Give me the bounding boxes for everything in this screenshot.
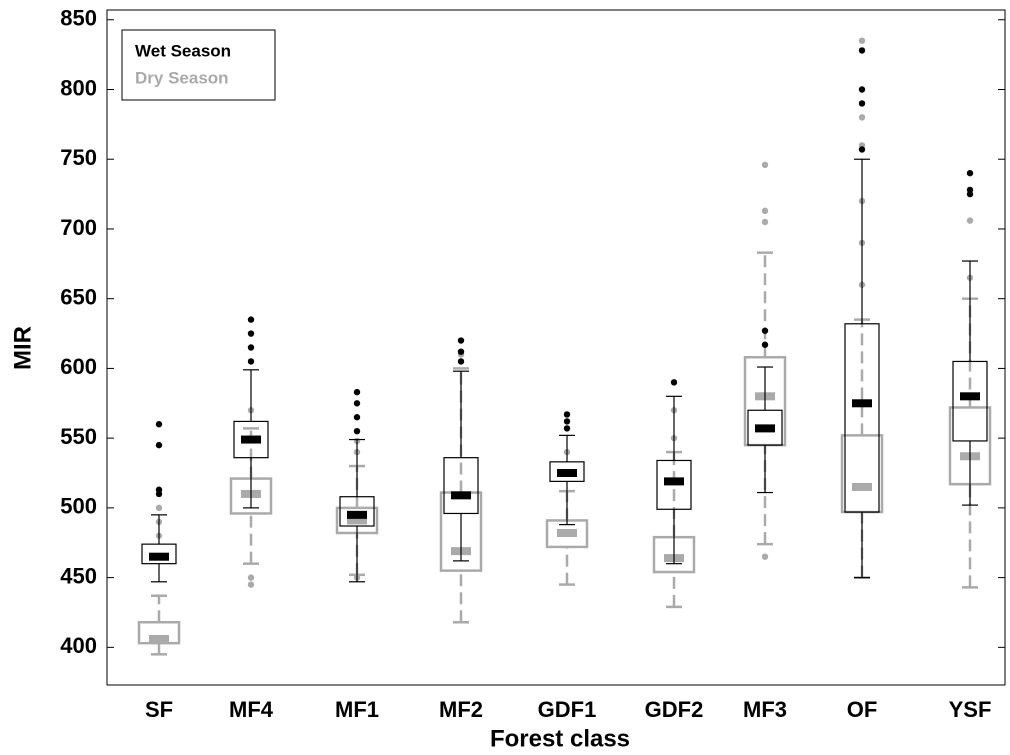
x-tick-label: MF2 [439, 697, 483, 722]
outlier [858, 146, 866, 153]
outlier [457, 337, 465, 344]
y-tick-label: 600 [60, 354, 97, 379]
x-tick-label: SF [145, 697, 173, 722]
outlier [563, 418, 571, 425]
outlier [966, 169, 974, 177]
outlier [247, 316, 255, 323]
x-tick-label: GDF1 [538, 697, 597, 722]
box [656, 459, 692, 510]
outlier [457, 358, 465, 365]
plot-frame [106, 9, 1006, 686]
outlier [670, 379, 678, 386]
outlier [155, 421, 163, 428]
box [443, 457, 479, 515]
x-tick-label: YSF [949, 697, 992, 722]
y-tick-label: 750 [60, 145, 97, 170]
box [844, 323, 880, 513]
median [347, 510, 367, 519]
median [557, 469, 577, 478]
outlier [247, 358, 255, 365]
median [852, 482, 872, 491]
legend-label: Dry Season [135, 68, 229, 87]
outlier [247, 330, 255, 337]
box [141, 543, 177, 565]
outlier [761, 553, 769, 560]
outlier [155, 486, 163, 493]
outlier [247, 344, 255, 351]
outlier [247, 574, 255, 581]
outlier [457, 348, 465, 355]
x-tick-label: MF1 [335, 697, 379, 722]
y-tick-label: 450 [60, 563, 97, 588]
outlier [353, 414, 361, 421]
box [952, 360, 988, 442]
outlier [761, 327, 769, 334]
x-tick-label: OF [847, 697, 878, 722]
median [664, 477, 684, 486]
outlier [966, 186, 974, 194]
legend-box [121, 29, 276, 101]
box [549, 461, 585, 482]
outlier [858, 47, 866, 54]
median [149, 634, 169, 643]
outlier [353, 427, 361, 435]
box [840, 434, 884, 514]
x-tick-label: MF3 [743, 697, 787, 722]
outlier [761, 341, 769, 348]
box [339, 496, 375, 527]
median [557, 528, 577, 537]
legend-label: Wet Season [135, 41, 231, 60]
outlier [858, 114, 866, 121]
outlier [761, 161, 769, 169]
y-tick-label: 650 [60, 285, 97, 310]
outlier [563, 411, 571, 418]
outlier [858, 37, 866, 44]
y-tick-label: 800 [60, 75, 97, 100]
box [747, 409, 783, 446]
outlier [858, 86, 866, 93]
x-tick-label: MF4 [229, 697, 274, 722]
y-tick-label: 700 [60, 215, 97, 240]
y-tick-label: 500 [60, 494, 97, 519]
outlier [353, 400, 361, 407]
median [347, 516, 367, 525]
outlier [353, 388, 361, 396]
y-axis-label: MIR [9, 326, 36, 370]
outlier [563, 425, 571, 432]
outlier [966, 217, 974, 224]
box [233, 420, 269, 459]
median [960, 392, 980, 401]
outlier [858, 100, 866, 107]
median [755, 424, 775, 433]
median [852, 399, 872, 408]
median [451, 491, 471, 500]
outlier [761, 218, 769, 226]
outlier [155, 504, 163, 512]
box [137, 620, 181, 645]
median [241, 435, 261, 444]
outlier [247, 581, 255, 588]
y-tick-label: 850 [60, 6, 97, 31]
x-tick-label: GDF2 [645, 697, 704, 722]
y-tick-label: 400 [60, 633, 97, 658]
outlier [761, 207, 769, 215]
median [149, 552, 169, 561]
y-tick-label: 550 [60, 424, 97, 449]
x-axis-label: Forest class [490, 725, 630, 752]
outlier [155, 441, 163, 449]
